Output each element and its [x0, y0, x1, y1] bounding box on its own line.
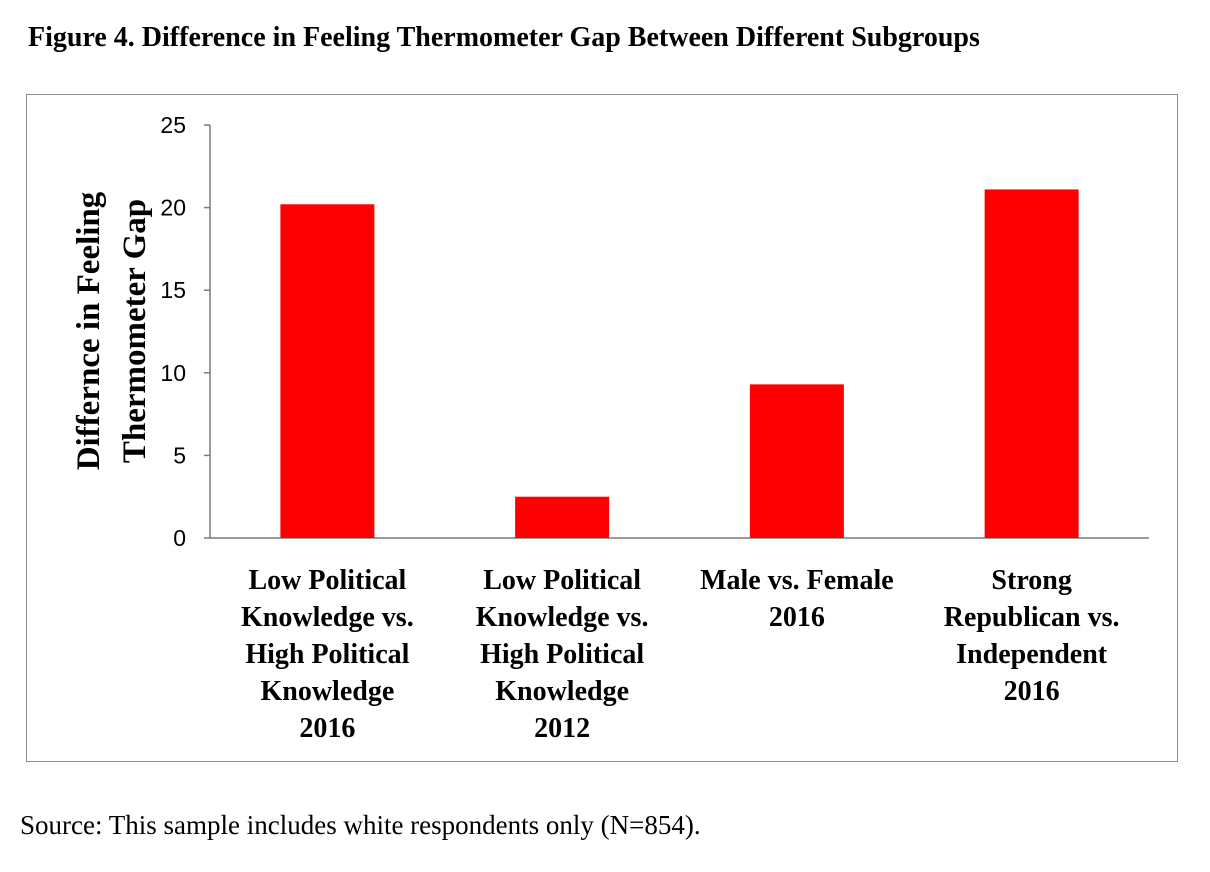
figure-title: Figure 4. Difference in Feeling Thermome… [28, 22, 980, 53]
x-category-label-line: Knowledge vs. [476, 602, 649, 633]
x-category-label-line: Knowledge [260, 676, 394, 707]
x-category-label: Low Political Knowledge vs. High Political… [476, 565, 649, 744]
x-category-label-line: Knowledge vs. [241, 602, 414, 633]
x-category-label: Strong Republican vs. Independent 2016 [944, 565, 1120, 707]
x-category-label-line: Male vs. Female [700, 565, 894, 596]
chart-frame: 0 5 10 15 20 25 Low Political Knowledge vs. High… [26, 94, 1178, 762]
y-tick-label: 5 [173, 442, 186, 468]
bar [515, 496, 610, 538]
x-category-label-line: Low Political [248, 565, 406, 596]
y-axis-label: Differnce in Feeling Thermometer Gap [71, 191, 153, 470]
x-category-label-line: 2016 [299, 713, 355, 744]
x-category-label: Male vs. Female 2016 [700, 565, 894, 633]
y-tick-label: 25 [160, 112, 186, 138]
x-category-label: Low Political Knowledge vs. High Political… [241, 565, 414, 744]
y-tick-label: 20 [160, 195, 186, 221]
x-category-label-line: Strong [991, 565, 1071, 596]
y-axis-label-line: Differnce in Feeling [71, 191, 107, 470]
bar-chart: 0 5 10 15 20 25 Low Political Knowledge vs. High… [71, 112, 1149, 744]
x-category-label-line: High Political [480, 639, 644, 670]
x-category-label-line: 2016 [1004, 676, 1060, 707]
y-tick-label: 15 [160, 277, 186, 303]
x-category-label-line: High Political [245, 639, 409, 670]
bar [984, 189, 1079, 538]
x-category-label-line: 2012 [534, 713, 590, 744]
bar [280, 204, 375, 538]
x-category-label-line: Knowledge [495, 676, 629, 707]
source-note: Source: This sample includes white respo… [20, 810, 701, 840]
x-category-label-line: Republican vs. [944, 602, 1120, 633]
bar [749, 384, 844, 538]
y-tick-label: 0 [173, 525, 186, 551]
y-axis-label-line: Thermometer Gap [117, 199, 153, 463]
x-category-label-line: Independent [956, 639, 1108, 670]
x-category-label-line: Low Political [483, 565, 641, 596]
x-category-label-line: 2016 [769, 602, 825, 633]
y-tick-label: 10 [160, 360, 186, 386]
